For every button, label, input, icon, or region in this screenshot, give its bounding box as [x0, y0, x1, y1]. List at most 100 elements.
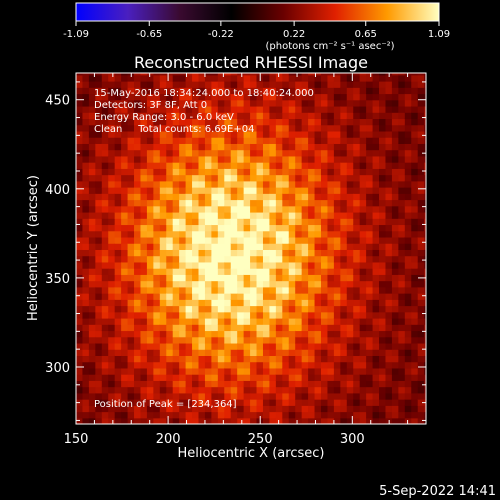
heatmap-pixel [153, 380, 161, 388]
heatmap-pixel [372, 380, 380, 388]
heatmap-pixel [327, 330, 335, 338]
heatmap-pixel [172, 205, 180, 213]
heatmap-pixel [230, 112, 238, 120]
heatmap-pixel [314, 280, 322, 288]
heatmap-pixel [417, 81, 425, 88]
heatmap-pixel [159, 224, 167, 232]
heatmap-pixel [295, 174, 303, 182]
heatmap-pixel [140, 105, 148, 113]
heatmap-pixel [398, 411, 406, 419]
heatmap-pixel [275, 349, 283, 357]
heatmap-pixel [372, 87, 380, 95]
heatmap-pixel [417, 187, 425, 194]
heatmap-pixel [295, 280, 303, 288]
heatmap-pixel [114, 74, 122, 82]
heatmap-pixel [140, 168, 148, 176]
heatmap-pixel [321, 168, 329, 176]
heatmap-pixel [101, 299, 109, 307]
heatmap-pixel [88, 374, 96, 381]
heatmap-pixel [308, 249, 316, 257]
heatmap-pixel [179, 405, 187, 413]
heatmap-pixel [379, 255, 387, 263]
heatmap-pixel [366, 73, 374, 76]
heatmap-pixel [166, 249, 174, 257]
heatmap-pixel [140, 193, 148, 201]
heatmap-pixel [166, 255, 174, 263]
heatmap-pixel [127, 243, 135, 250]
heatmap-pixel [391, 311, 399, 319]
heatmap-pixel [353, 124, 361, 132]
heatmap-pixel [179, 168, 187, 176]
heatmap-pixel [88, 74, 96, 82]
heatmap-pixel [333, 374, 341, 381]
heatmap-pixel [88, 342, 96, 350]
heatmap-pixel [140, 211, 148, 219]
heatmap-pixel [282, 399, 290, 406]
heatmap-pixel [217, 199, 225, 207]
heatmap-pixel [127, 224, 135, 232]
heatmap-pixel [308, 205, 316, 213]
heatmap-pixel [224, 130, 232, 138]
heatmap-pixel [198, 243, 206, 250]
heatmap-pixel [340, 73, 348, 76]
heatmap-pixel [108, 81, 116, 88]
heatmap-pixel [250, 162, 258, 169]
heatmap-pixel [101, 236, 109, 244]
heatmap-pixel [333, 243, 341, 250]
heatmap-pixel [340, 405, 348, 413]
heatmap-pixel [108, 311, 116, 319]
heatmap-pixel [185, 361, 193, 369]
heatmap-pixel [198, 399, 206, 406]
heatmap-pixel [398, 374, 406, 381]
heatmap-pixel [185, 81, 193, 88]
heatmap-pixel [282, 392, 290, 400]
heatmap-pixel [340, 168, 348, 176]
heatmap-pixel [237, 355, 245, 363]
heatmap-pixel [243, 224, 251, 232]
heatmap-pixel [404, 299, 412, 307]
heatmap-pixel [372, 293, 380, 300]
heatmap-pixel [192, 87, 200, 95]
heatmap-pixel [308, 399, 316, 406]
heatmap-pixel [127, 143, 135, 151]
heatmap-pixel [166, 236, 174, 244]
heatmap-pixel [391, 417, 399, 424]
heatmap-pixel [204, 330, 212, 338]
heatmap-pixel [237, 374, 245, 381]
heatmap-pixel [333, 349, 341, 357]
heatmap-pixel [237, 349, 245, 357]
heatmap-pixel [198, 211, 206, 219]
heatmap-pixel [314, 324, 322, 332]
heatmap-pixel [134, 355, 142, 363]
heatmap-pixel [308, 317, 316, 325]
heatmap-pixel [204, 417, 212, 424]
heatmap-pixel [230, 180, 238, 188]
heatmap-pixel [230, 187, 238, 194]
heatmap-pixel [256, 187, 264, 194]
heatmap-pixel [108, 374, 116, 381]
heatmap-pixel [340, 342, 348, 350]
heatmap-pixel [243, 386, 251, 394]
heatmap-pixel [224, 124, 232, 132]
heatmap-pixel [185, 342, 193, 350]
heatmap-pixel [159, 255, 167, 263]
heatmap-pixel [95, 137, 103, 144]
heatmap-pixel [404, 361, 412, 369]
heatmap-pixel [95, 299, 103, 307]
heatmap-pixel [134, 81, 142, 88]
heatmap-pixel [398, 187, 406, 194]
heatmap-pixel [340, 243, 348, 250]
heatmap-pixel [411, 380, 419, 388]
heatmap-pixel [127, 268, 135, 275]
heatmap-pixel [140, 293, 148, 300]
heatmap-pixel [101, 74, 109, 82]
heatmap-pixel [333, 236, 341, 244]
heatmap-pixel [211, 168, 219, 176]
heatmap-pixel [269, 130, 277, 138]
heatmap-pixel [108, 336, 116, 344]
heatmap-pixel [366, 355, 374, 363]
heatmap-pixel [140, 118, 148, 126]
heatmap-pixel [108, 205, 116, 213]
heatmap-pixel [211, 118, 219, 126]
heatmap-pixel [424, 137, 426, 144]
